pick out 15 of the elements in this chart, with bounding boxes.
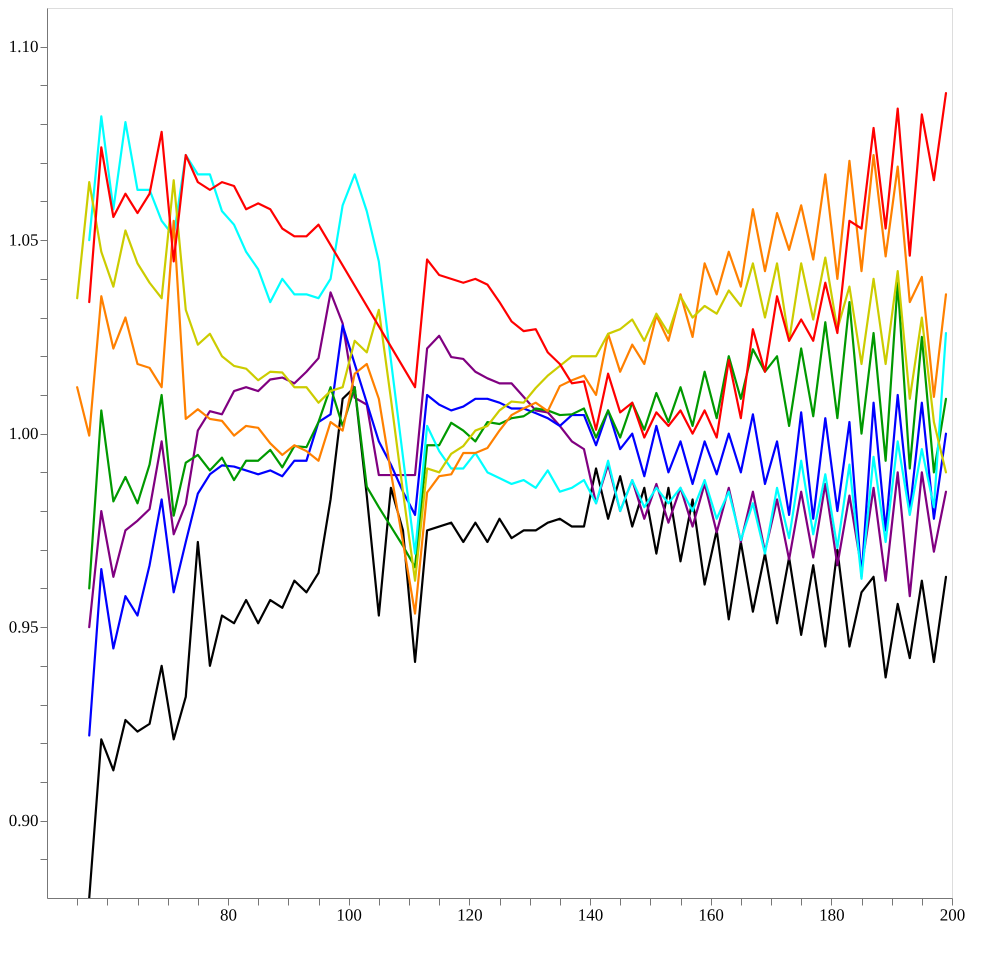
x-tick-label: 200 xyxy=(940,906,966,924)
x-tick-label: 140 xyxy=(578,906,604,924)
x-tick-label: 180 xyxy=(819,906,845,924)
y-tick-label: 0.95 xyxy=(8,618,38,637)
line-series xyxy=(88,92,948,439)
y-tick-label: 1.05 xyxy=(8,230,38,250)
y-tick-label: 1.10 xyxy=(8,37,38,56)
line-series xyxy=(88,324,948,737)
y-tick-label: 0.90 xyxy=(8,811,38,830)
x-tick-label: 100 xyxy=(336,906,362,924)
y-tick-label: 1.00 xyxy=(8,424,38,444)
x-tick-label: 120 xyxy=(457,906,483,924)
line-series xyxy=(88,115,948,580)
x-tick-label: 160 xyxy=(698,906,724,924)
x-tick-label: 80 xyxy=(220,906,237,924)
